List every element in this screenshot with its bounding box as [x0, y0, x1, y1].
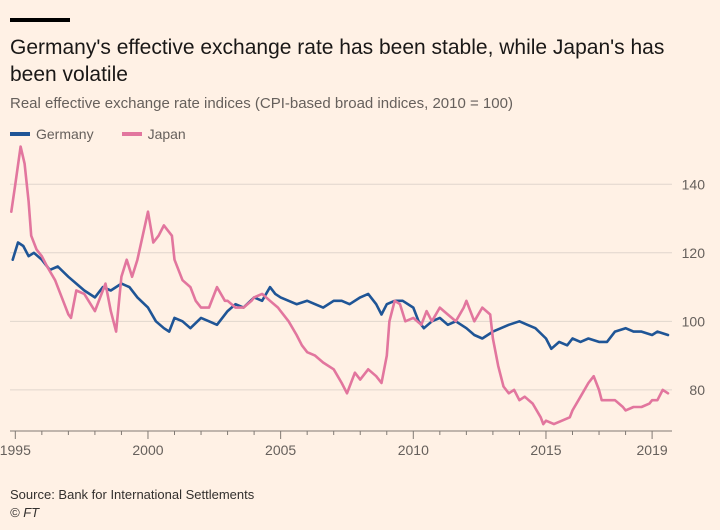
ft-credit: © FT: [10, 505, 40, 520]
chart-title: Germany's effective exchange rate has be…: [10, 36, 665, 86]
y-tick-label: 80: [689, 382, 705, 398]
series-line-japan: [10, 145, 670, 426]
x-tick-label: 2010: [398, 442, 429, 458]
x-tick-label: 2000: [132, 442, 163, 458]
legend-swatch-germany: [10, 132, 30, 136]
legend-swatch-japan: [121, 132, 142, 136]
legend-item-japan: Japan: [121, 126, 186, 142]
x-tick-label: 2015: [530, 442, 561, 458]
source-note: Source: Bank for International Settlemen…: [10, 487, 255, 502]
chart-subtitle: Real effective exchange rate indices (CP…: [10, 95, 513, 112]
series-line-germany: [11, 241, 670, 351]
x-tick-label: 1995: [0, 442, 31, 458]
legend-item-germany: Germany: [10, 126, 94, 142]
legend-label-germany: Germany: [36, 126, 94, 142]
line-chart: 80 100 120 140 1995 2000 2005 2010 2015 2019: [0, 145, 706, 458]
legend-label-japan: Japan: [147, 126, 186, 142]
y-tick-label: 140: [682, 176, 706, 192]
x-tick-label: 2019: [637, 442, 668, 458]
y-tick-label: 100: [682, 313, 706, 329]
x-tick-label: 2005: [265, 442, 296, 458]
y-tick-label: 120: [682, 245, 706, 261]
ft-top-bar: [10, 18, 70, 22]
legend: Germany Japan: [10, 126, 214, 142]
